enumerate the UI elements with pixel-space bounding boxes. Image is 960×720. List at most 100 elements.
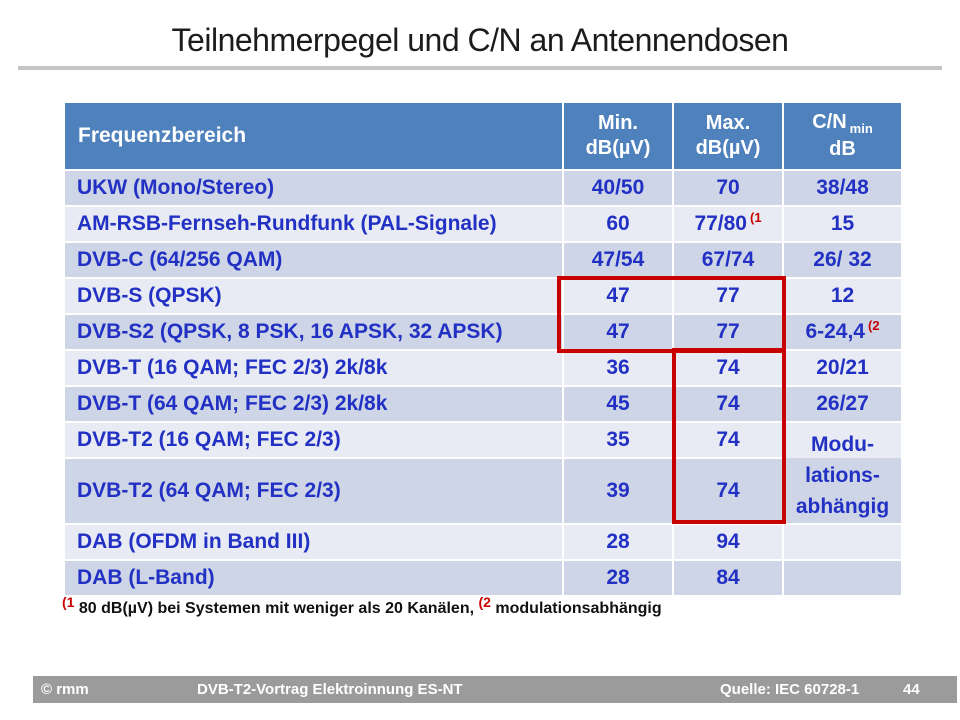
footnote-text-2: modulationsabhängig — [495, 600, 662, 617]
min-value: 28 — [606, 566, 630, 589]
row-label: DVB-T (64 QAM; FEC 2/3) 2k/8k — [65, 387, 562, 421]
cn-merged-line: abhängig — [795, 495, 890, 518]
cell-max: 74 — [674, 387, 782, 421]
cell-max: 74 — [674, 351, 782, 385]
cell-min: 39 — [564, 459, 672, 523]
cell-max: 77/80 (1 — [674, 207, 782, 241]
row-label: AM-RSB-Fernseh-Rundfunk (PAL-Signale) — [65, 207, 562, 241]
col-header-frequenzbereich: Frequenzbereich — [65, 103, 562, 169]
col-header-min-line1: Min. — [598, 112, 638, 134]
max-value: 74 — [716, 428, 740, 451]
cell-min: 47 — [564, 315, 672, 349]
row-label: DVB-S2 (QPSK, 8 PSK, 16 APSK, 32 APSK) — [65, 315, 562, 349]
col-header-max: Max. dB(µV) — [674, 103, 782, 169]
col-header-min-line2: dB(µV) — [585, 137, 651, 159]
footnote: (1 80 dB(µV) bei Systemen mit weniger al… — [62, 594, 662, 618]
footnote-marker-2: (2 — [478, 594, 491, 610]
max-value: 67/74 — [701, 248, 755, 271]
cell-max: 67/74 — [674, 243, 782, 277]
min-value: 36 — [606, 356, 630, 379]
cn-value: 12 — [830, 284, 855, 307]
cell-max: 77 — [674, 279, 782, 313]
cell-max: 77 — [674, 315, 782, 349]
levels-table: Frequenzbereich Min. dB(µV) Max. dB(µV) … — [65, 103, 901, 595]
title-divider — [18, 66, 942, 70]
cell-cn: 12 — [784, 279, 901, 313]
min-value: 39 — [606, 479, 630, 502]
max-value: 94 — [716, 530, 740, 553]
row-label: DVB-T (16 QAM; FEC 2/3) 2k/8k — [65, 351, 562, 385]
cell-max: 74 — [674, 459, 782, 523]
cell-cn: 26/ 32 — [784, 243, 901, 277]
cell-min: 28 — [564, 525, 672, 559]
min-value: 47 — [606, 284, 630, 307]
row-label: DAB (OFDM in Band III) — [65, 525, 562, 559]
min-value: 47 — [606, 320, 630, 343]
footer-source: Quelle: IEC 60728-1 — [720, 681, 860, 698]
max-value: 74 — [716, 392, 740, 415]
cn-footnote-marker: (2 — [867, 317, 880, 333]
cell-max: 74 — [674, 423, 782, 457]
footnote-marker-1: (1 — [62, 594, 75, 610]
cn-value: 6-24,4 — [805, 320, 865, 343]
row-label: DVB-C (64/256 QAM) — [65, 243, 562, 277]
cell-cn: 20/21 — [784, 351, 901, 385]
min-value: 45 — [606, 392, 630, 415]
max-value: 77 — [716, 284, 740, 307]
max-value: 77/80 — [694, 212, 747, 235]
max-value: 77 — [716, 320, 740, 343]
cell-min: 45 — [564, 387, 672, 421]
col-header-cn: C/N min dB — [784, 103, 901, 169]
row-label: DVB-T2 (16 QAM; FEC 2/3) — [65, 423, 562, 457]
max-value: 74 — [716, 356, 740, 379]
cn-merged-line: Modu- — [811, 433, 874, 456]
min-value: 35 — [606, 428, 630, 451]
max-footnote-marker: (1 — [750, 209, 762, 225]
cell-cn: 6-24,4 (2 — [784, 315, 901, 349]
min-value: 47/54 — [591, 248, 645, 271]
cell-max: 94 — [674, 525, 782, 559]
cell-min: 28 — [564, 561, 672, 595]
cn-merged-line: lations- — [805, 464, 880, 487]
max-value: 84 — [716, 566, 740, 589]
slide-title: Teilnehmerpegel und C/N an Antennendosen — [171, 22, 789, 58]
cn-subscript: min — [849, 120, 873, 136]
col-header-cn-line2: dB — [829, 138, 856, 161]
cn-value: 38/48 — [816, 176, 869, 199]
cn-value: 26/ 32 — [813, 248, 872, 271]
max-value: 70 — [716, 176, 740, 199]
min-value: 60 — [606, 212, 630, 235]
cn-value: 15 — [830, 212, 855, 235]
cell-cn: 15 — [784, 207, 901, 241]
col-header-max-line1: Max. — [705, 112, 751, 134]
cell-max: 70 — [674, 171, 782, 205]
cell-min: 40/50 — [564, 171, 672, 205]
cell-min: 47/54 — [564, 243, 672, 277]
footer-page-number: 44 — [903, 681, 920, 698]
cell-min: 35 — [564, 423, 672, 457]
cell-min: 36 — [564, 351, 672, 385]
footer-bar: © rmm DVB-T2-Vortrag Elektroinnung ES-NT… — [33, 676, 957, 703]
cell-max: 84 — [674, 561, 782, 595]
cell-cn: 38/48 — [784, 171, 901, 205]
cell-cn — [784, 561, 901, 595]
footer-copyright: © rmm — [41, 681, 89, 698]
cell-min: 60 — [564, 207, 672, 241]
cn-value: 26/27 — [816, 392, 869, 415]
row-label: DAB (L-Band) — [65, 561, 562, 595]
cell-cn: 26/27 — [784, 387, 901, 421]
cell-cn-merged: Modu-lations-abhängig — [784, 423, 901, 523]
footnote-text-1: 80 dB(µV) bei Systemen mit weniger als 2… — [78, 600, 475, 617]
row-label: DVB-S (QPSK) — [65, 279, 562, 313]
cn-value: 20/21 — [816, 356, 869, 379]
min-value: 40/50 — [591, 176, 645, 199]
cell-cn — [784, 525, 901, 559]
cn-label: C/N — [812, 110, 847, 133]
col-header-max-line2: dB(µV) — [695, 137, 761, 159]
col-header-cn-line1: C/N min — [812, 110, 873, 137]
footer-presentation-title: DVB-T2-Vortrag Elektroinnung ES-NT — [197, 681, 463, 698]
col-header-min: Min. dB(µV) — [564, 103, 672, 169]
row-label: UKW (Mono/Stereo) — [65, 171, 562, 205]
cell-min: 47 — [564, 279, 672, 313]
max-value: 74 — [716, 479, 740, 502]
